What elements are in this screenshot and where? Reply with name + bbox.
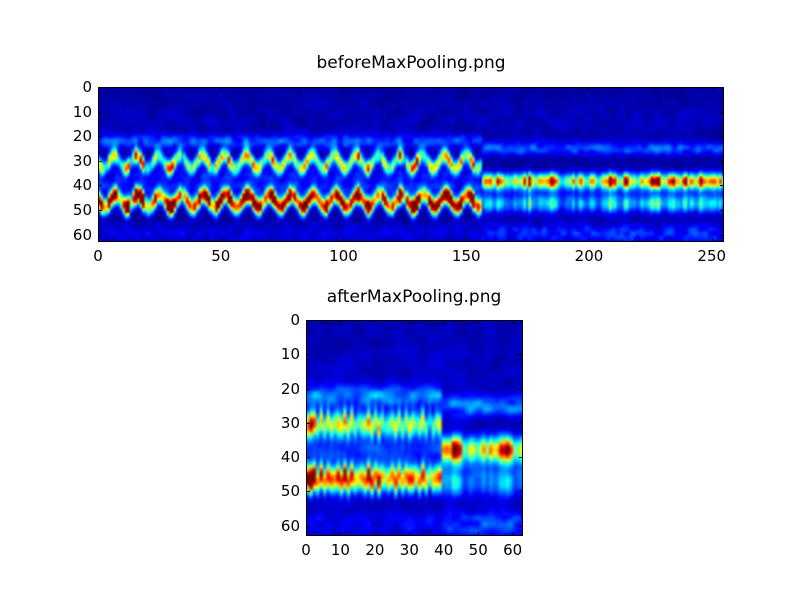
x-tick-mark <box>512 532 514 536</box>
y-tick-mark <box>98 185 102 187</box>
x-tick-label: 0 <box>301 541 311 559</box>
y-tick-mark-right <box>720 234 724 236</box>
y-tick-mark-right <box>720 185 724 187</box>
y-tick-mark <box>98 210 102 212</box>
x-tick-mark <box>220 238 222 242</box>
x-tick-label: 10 <box>330 541 350 559</box>
x-tick-mark-top <box>443 320 445 324</box>
y-tick-mark <box>306 422 310 424</box>
x-tick-mark <box>466 238 468 242</box>
x-tick-mark <box>711 238 713 242</box>
y-tick-mark-right <box>519 525 523 527</box>
axes-before-max-pooling <box>98 87 724 242</box>
y-tick-label: 50 <box>72 201 92 220</box>
y-tick-label: 40 <box>280 448 300 467</box>
y-tick-mark-right <box>519 491 523 493</box>
x-tick-label: 50 <box>211 247 231 265</box>
y-tick-label: 50 <box>280 482 300 501</box>
x-tick-mark-top <box>374 320 376 324</box>
chart-title-after: afterMaxPooling.png <box>326 287 502 307</box>
y-tick-mark-right <box>519 422 523 424</box>
y-tick-mark-right <box>720 160 724 162</box>
y-tick-mark-right <box>519 457 523 459</box>
y-tick-mark <box>306 525 310 527</box>
x-tick-label: 250 <box>697 247 727 265</box>
x-tick-mark <box>409 532 411 536</box>
y-tick-label: 20 <box>280 379 300 398</box>
x-tick-label: 100 <box>329 247 358 265</box>
x-tick-label: 200 <box>574 247 604 265</box>
y-tick-label: 30 <box>72 151 92 170</box>
y-tick-mark <box>98 160 102 162</box>
y-tick-mark <box>306 320 310 321</box>
x-tick-label: 0 <box>93 247 103 265</box>
y-tick-mark <box>306 491 310 493</box>
y-tick-mark <box>98 234 102 236</box>
x-tick-mark <box>443 532 445 536</box>
chart-title-before: beforeMaxPooling.png <box>316 53 506 73</box>
x-tick-mark <box>343 238 345 242</box>
y-tick-mark <box>98 111 102 113</box>
y-tick-mark-right <box>720 210 724 212</box>
x-tick-mark <box>374 532 376 536</box>
y-tick-label: 30 <box>280 413 300 432</box>
y-tick-label: 20 <box>72 127 92 146</box>
x-tick-mark-top <box>340 320 342 324</box>
y-tick-mark-right <box>519 388 523 390</box>
y-tick-label: 60 <box>72 225 92 244</box>
y-tick-mark <box>306 457 310 459</box>
x-tick-mark-top <box>512 320 514 324</box>
x-tick-mark <box>588 238 590 242</box>
y-tick-mark-right <box>720 111 724 113</box>
x-tick-mark-top <box>220 87 222 91</box>
x-tick-label: 20 <box>365 541 385 559</box>
y-tick-label: 0 <box>290 311 300 329</box>
y-tick-mark-right <box>720 136 724 138</box>
x-tick-mark-top <box>478 320 480 324</box>
y-tick-label: 10 <box>72 102 92 121</box>
x-tick-label: 60 <box>503 541 523 559</box>
y-tick-label: 60 <box>280 516 300 535</box>
x-tick-mark <box>306 532 307 536</box>
y-tick-mark-right <box>720 87 724 88</box>
y-tick-mark <box>98 87 102 88</box>
x-tick-mark <box>98 238 99 242</box>
y-tick-mark <box>306 388 310 390</box>
x-tick-mark-top <box>409 320 411 324</box>
x-tick-mark-top <box>711 87 713 91</box>
y-tick-label: 10 <box>280 345 300 364</box>
y-tick-label: 0 <box>82 78 92 96</box>
x-tick-mark-top <box>588 87 590 91</box>
y-tick-mark <box>306 354 310 356</box>
x-tick-mark-top <box>343 87 345 91</box>
y-tick-mark-right <box>519 320 523 321</box>
x-tick-label: 30 <box>399 541 419 559</box>
y-tick-mark <box>98 136 102 138</box>
x-tick-label: 50 <box>468 541 488 559</box>
y-tick-mark-right <box>519 354 523 356</box>
x-tick-mark <box>478 532 480 536</box>
x-tick-mark <box>340 532 342 536</box>
x-tick-mark-top <box>466 87 468 91</box>
x-tick-label: 150 <box>451 247 481 265</box>
y-tick-label: 40 <box>72 176 92 195</box>
spectrogram-image-after <box>306 320 523 536</box>
spectrogram-image-before <box>98 87 724 242</box>
x-tick-label: 40 <box>434 541 454 559</box>
axes-after-max-pooling <box>306 320 523 536</box>
